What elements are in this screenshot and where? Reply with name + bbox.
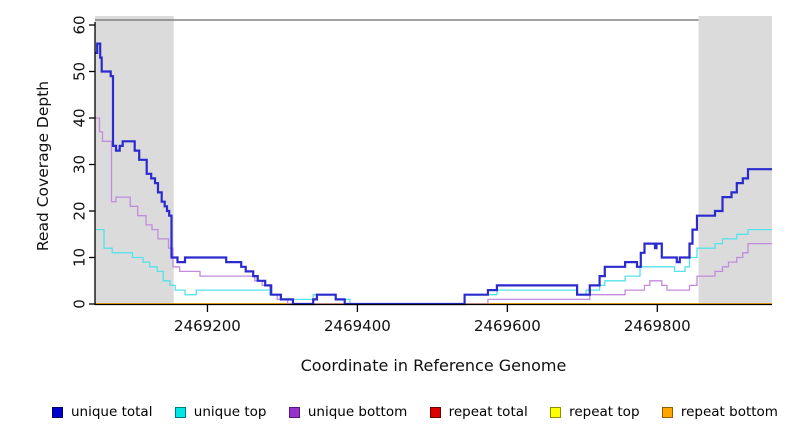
x-tick-label: 2469800: [624, 317, 691, 335]
x-tick-label: 2469600: [474, 317, 541, 335]
y-tick-label: 30: [71, 155, 89, 174]
y-tick-label: 50: [71, 62, 89, 81]
y-tick-label: 20: [71, 201, 89, 220]
repeat-top-swatch-icon: [550, 406, 562, 418]
shaded-region-right: [698, 16, 772, 304]
legend-label: unique top: [193, 404, 267, 420]
y-axis-label: Read Coverage Depth: [34, 80, 52, 252]
series-line-unique-top: [95, 228, 772, 305]
series-line-unique-total: [95, 42, 772, 306]
x-tick-label: 2469200: [174, 317, 241, 335]
x-axis-label: Coordinate in Reference Genome: [300, 356, 567, 375]
y-tick-label: 40: [71, 108, 89, 127]
legend-item-unique-total: unique total: [52, 404, 152, 420]
legend-label: repeat total: [448, 404, 528, 420]
shaded-region-left: [95, 16, 174, 304]
y-tick-label: 0: [71, 299, 89, 309]
legend-item-repeat-top: repeat top: [550, 404, 640, 420]
x-tick-label: 2469400: [324, 317, 391, 335]
legend-label: repeat top: [569, 404, 640, 420]
legend: unique total unique top unique bottom repea…: [0, 399, 792, 425]
repeat-bottom-swatch-icon: [661, 406, 673, 418]
series-line-unique-bottom: [95, 117, 772, 305]
legend-item-unique-bottom: unique bottom: [288, 404, 408, 420]
y-tick-label: 60: [71, 15, 89, 34]
legend-item-repeat-total: repeat total: [429, 404, 528, 420]
legend-label: unique total: [71, 404, 153, 420]
unique-top-swatch-icon: [174, 406, 186, 418]
legend-item-repeat-bottom: repeat bottom: [661, 404, 778, 420]
y-tick-label: 10: [71, 248, 89, 267]
legend-label: repeat bottom: [680, 404, 778, 420]
unique-total-swatch-icon: [52, 406, 63, 418]
legend-label: unique bottom: [307, 404, 408, 420]
unique-bottom-swatch-icon: [288, 406, 300, 418]
legend-item-unique-top: unique top: [174, 404, 267, 420]
repeat-total-swatch-icon: [429, 406, 441, 418]
